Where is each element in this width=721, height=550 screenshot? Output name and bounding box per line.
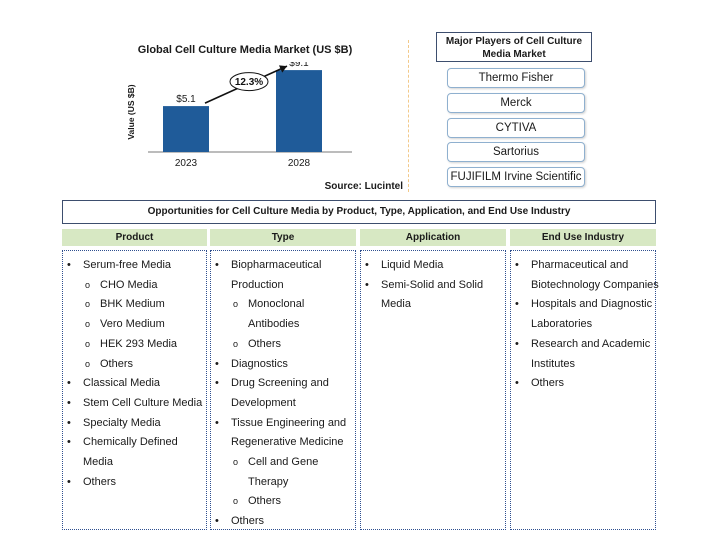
sub-list-item: Vero Medium	[83, 315, 207, 335]
source-label: Source: Lucintel	[324, 181, 403, 192]
list-item-label: Others	[83, 475, 117, 488]
cagr-ellipse	[229, 72, 269, 92]
list-item: Tissue Engineering and Regenerative Medi…	[211, 414, 354, 513]
column-box-product: Serum-free Media CHO MediaBHK MediumVero …	[62, 250, 207, 530]
x-tick-label-2028: 2028	[288, 158, 311, 169]
player-box: Sartorius	[447, 142, 585, 162]
list-item: Specialty Media	[63, 414, 209, 434]
list-item: Pharmaceutical and Biotechnology Compani…	[511, 256, 665, 295]
players-title: Major Players of Cell Culture Media Mark…	[436, 32, 592, 62]
list-item-label: Specialty Media	[83, 416, 161, 429]
sub-list-item: BHK Medium	[83, 295, 207, 315]
list-item-label: Others	[231, 515, 265, 528]
column-header-type: Type	[210, 229, 356, 246]
column-box-type: Biopharmaceutical Production Monoclonal A…	[210, 250, 356, 532]
data-label-2028: $9.1	[289, 62, 309, 69]
list-item: Research and Academic Institutes	[511, 335, 665, 374]
x-tick-label-2023: 2023	[175, 158, 198, 169]
list-item: Others	[63, 473, 209, 493]
list-item-label: Chemically Defined Media	[83, 436, 178, 469]
list-item-label: Drug Screening and Development	[231, 377, 329, 409]
opportunities-banner: Opportunities for Cell Culture Media by …	[62, 200, 656, 224]
list-item-label: Pharmaceutical and Biotechnology Compani…	[531, 259, 659, 291]
sub-list-item: Monoclonal Antibodies	[231, 295, 352, 334]
list-item-label: Tissue Engineering and Regenerative Medi…	[231, 416, 347, 449]
list-item-label: Biopharmaceutical Production	[231, 259, 322, 291]
player-box: Merck	[447, 93, 585, 113]
list-item: Biopharmaceutical Production Monoclonal A…	[211, 256, 354, 355]
list-item: Others	[511, 374, 665, 394]
bar-chart: Value (US $B) $5.1 2023 $9.1 2028 12.3%	[126, 62, 352, 169]
sub-list-item: HEK 293 Media	[83, 335, 207, 355]
vertical-divider	[408, 40, 409, 192]
chart-title: Global Cell Culture Media Market (US $B)	[137, 44, 353, 56]
list-item-label: Semi-Solid and Solid Media	[381, 278, 484, 311]
player-box: FUJIFILM Irvine Scientific	[447, 167, 585, 187]
list-item: Semi-Solid and Solid Media	[361, 276, 501, 315]
growth-arrowhead	[278, 65, 287, 73]
list-item-label: Diagnostics	[231, 357, 288, 370]
cagr-label: 12.3%	[235, 77, 263, 88]
list-item: Serum-free Media CHO MediaBHK MediumVero …	[63, 256, 209, 374]
list-item: Stem Cell Culture Media	[63, 394, 209, 414]
list-item: Others	[211, 512, 354, 532]
sub-list-item: Cell and Gene Therapy	[231, 453, 352, 492]
sub-list-item: Others	[231, 492, 352, 512]
list-item: Hospitals and Diagnostic Laboratories	[511, 295, 665, 334]
sub-list-item: CHO Media	[83, 276, 207, 296]
list-item: Diagnostics	[211, 355, 354, 375]
bar-2023	[163, 106, 209, 152]
column-header-application: Application	[360, 229, 506, 246]
list-item-label: Classical Media	[83, 377, 161, 390]
list-item-label: Research and Academic Institutes	[531, 337, 651, 370]
data-label-2023: $5.1	[176, 94, 196, 105]
list-item: Classical Media	[63, 374, 209, 394]
list-item-label: Hospitals and Diagnostic Laboratories	[531, 298, 653, 331]
list-item-label: Serum-free Media	[83, 259, 172, 271]
y-axis-title: Value (US $B)	[126, 84, 136, 139]
sub-list-item: Others	[231, 335, 352, 355]
column-header-product: Product	[62, 229, 207, 246]
list-item-label: Liquid Media	[381, 259, 444, 271]
list-item: Drug Screening and Development	[211, 374, 354, 413]
sub-list-item: Others	[83, 355, 207, 375]
column-box-end-use-industry: Pharmaceutical and Biotechnology Compani…	[510, 250, 659, 530]
column-header-end-use-industry: End Use Industry	[510, 229, 656, 246]
player-box: CYTIVA	[447, 118, 585, 138]
player-box: Thermo Fisher	[447, 68, 585, 88]
bar-2028	[276, 70, 322, 152]
list-item-label: Others	[531, 377, 565, 390]
column-box-application: Liquid Media Semi-Solid and Solid Media	[360, 250, 506, 530]
list-item: Chemically Defined Media	[63, 433, 209, 472]
list-item-label: Stem Cell Culture Media	[83, 396, 203, 409]
list-item: Liquid Media	[361, 256, 501, 276]
